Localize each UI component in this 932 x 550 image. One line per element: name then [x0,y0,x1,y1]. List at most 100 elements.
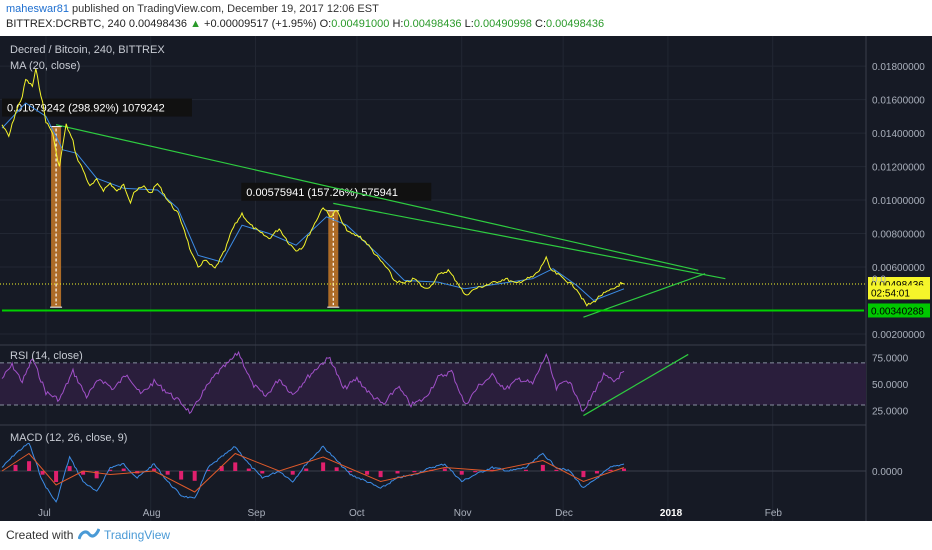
created-with-text: Created with [6,528,74,542]
macd-histogram-bar [152,468,157,471]
close-label: C: [535,18,546,30]
y-tick-label: 0.01400000 [872,129,925,140]
macd-histogram-bar [246,468,251,471]
high-value: 0.00498436 [403,18,462,30]
rsi-line [1,350,625,415]
low-label: L: [464,18,474,30]
macd-histogram-bar [13,464,18,471]
axes: Jul Aug Sep Oct Nov Dec 2018 Feb 0.01800000 0.016… [38,62,930,519]
rsi-tick-label: 75.0000 [872,354,909,365]
y-tick-label: 0.01200000 [872,163,925,174]
countdown-label-box [868,285,930,300]
measure-box[interactable] [51,126,62,308]
macd-histogram-bar [412,471,417,473]
macd-histogram-bar [290,471,295,475]
rsi-pane [0,350,866,417]
y-tick-label: 0.00200000 [872,330,925,341]
countdown-label: 02:54:01 [871,288,910,299]
symbol-label: BITTREX:DCRBTC, 240 [6,18,126,30]
publish-info: published on TradingView.com, December 1… [68,3,379,15]
open-value: 0.00491000 [331,18,390,30]
macd-histogram-bar [473,471,478,473]
macd-histogram-bar [581,471,586,478]
up-arrow-icon: ▲ [190,18,201,30]
trendline[interactable] [55,124,699,271]
macd-histogram-bar [378,471,383,478]
macd-histogram-bar [54,471,59,483]
measure-label-box [2,98,192,117]
chart-title: Decred / Bitcoin, 240, BITTREX [10,44,165,56]
macd-line [1,442,625,503]
signal-line [1,452,625,493]
chart-area[interactable]: 0.01079242 (298.92%) 1079242 0.00575941 (… [0,36,932,521]
y-tick-label: 0.00600000 [872,263,925,274]
macd-histogram-bar [27,461,32,471]
macd-histogram-bar [334,467,339,471]
low-value: 0.00490998 [473,18,532,30]
macd-histogram-bar [233,462,238,471]
y-tick-label: 0.01000000 [872,196,925,207]
price-line [1,68,625,307]
rsi-tick-label: 25.0000 [872,406,909,417]
macd-histogram-bar [594,471,599,474]
support-price-label-box [868,303,930,318]
macd-histogram-bar [459,471,464,475]
macd-pane [0,442,866,503]
ma-legend[interactable]: MA (20, close) [10,60,80,72]
author-link[interactable]: maheswar81 [6,3,69,15]
x-tick-label: Dec [555,508,573,519]
chart-background [0,36,932,521]
ma-line [1,102,625,302]
high-label: H: [392,18,404,30]
macd-histogram-bar [608,469,613,471]
quote-line: BITTREX:DCRBTC, 240 0.00498436 ▲ +0.0000… [6,18,604,30]
measure-label-box [241,182,432,201]
x-tick-label: Feb [765,508,783,519]
close-value: 0.00498436 [546,18,605,30]
macd-histogram-bar [621,468,626,471]
tradingview-link[interactable]: TradingView [104,528,171,542]
rsi-trendline[interactable] [583,353,689,417]
macd-histogram-bar [67,466,72,471]
macd-histogram-bar [365,471,370,475]
x-tick-label: 2018 [660,508,683,519]
main-pane: 0.01079242 (298.92%) 1079242 0.00575941 (… [0,68,866,318]
tradingview-logo-icon[interactable] [78,526,100,542]
macd-histogram-bar [94,471,99,479]
publish-header: maheswar81 published on TradingView.com,… [6,3,379,15]
rsi-tick-label: 50.0000 [872,380,909,391]
x-tick-label: Aug [143,508,161,519]
macd-histogram-bar [490,469,495,471]
footer: Created with TradingView [0,521,932,550]
measure-label: 0.00575941 (157.26%) 575941 [246,187,398,199]
macd-histogram-bar [348,471,353,473]
x-tick-label: Sep [248,508,266,519]
measure-label: 0.01079242 (298.92%) 1079242 [7,103,165,115]
macd-histogram-bar [523,469,528,471]
macd-histogram-bar [304,468,309,471]
macd-histogram-bar [206,469,211,471]
macd-histogram-bar [260,471,265,474]
macd-tick-label: 0.0000 [872,467,903,478]
rsi-title[interactable]: RSI (14, close) [10,350,83,362]
macd-histogram-bar [121,468,126,471]
macd-histogram-bar [108,469,113,471]
change-value: +0.00009517 (+1.95%) [204,18,317,30]
macd-histogram-bar [554,469,559,471]
macd-title[interactable]: MACD (12, 26, close, 9) [10,432,127,444]
macd-histogram-bar [179,471,184,480]
macd-histogram-bar [395,471,400,474]
y-tick-label: 0.01600000 [872,96,925,107]
x-tick-label: Jul [38,508,51,519]
open-label: O: [319,18,332,30]
y-tick-label: 0.00800000 [872,230,925,241]
rsi-band-fill [0,362,866,406]
y-tick-label: 0.01800000 [872,62,925,73]
macd-histogram-bar [540,464,545,471]
trendline[interactable] [333,202,726,280]
macd-histogram-bar [40,471,45,475]
support-price-label: 0.00340288 [871,306,924,317]
last-price: 0.00498436 [128,18,187,30]
macd-histogram-bar [192,471,197,481]
truncated-tick-label: 0.0 [872,274,886,285]
